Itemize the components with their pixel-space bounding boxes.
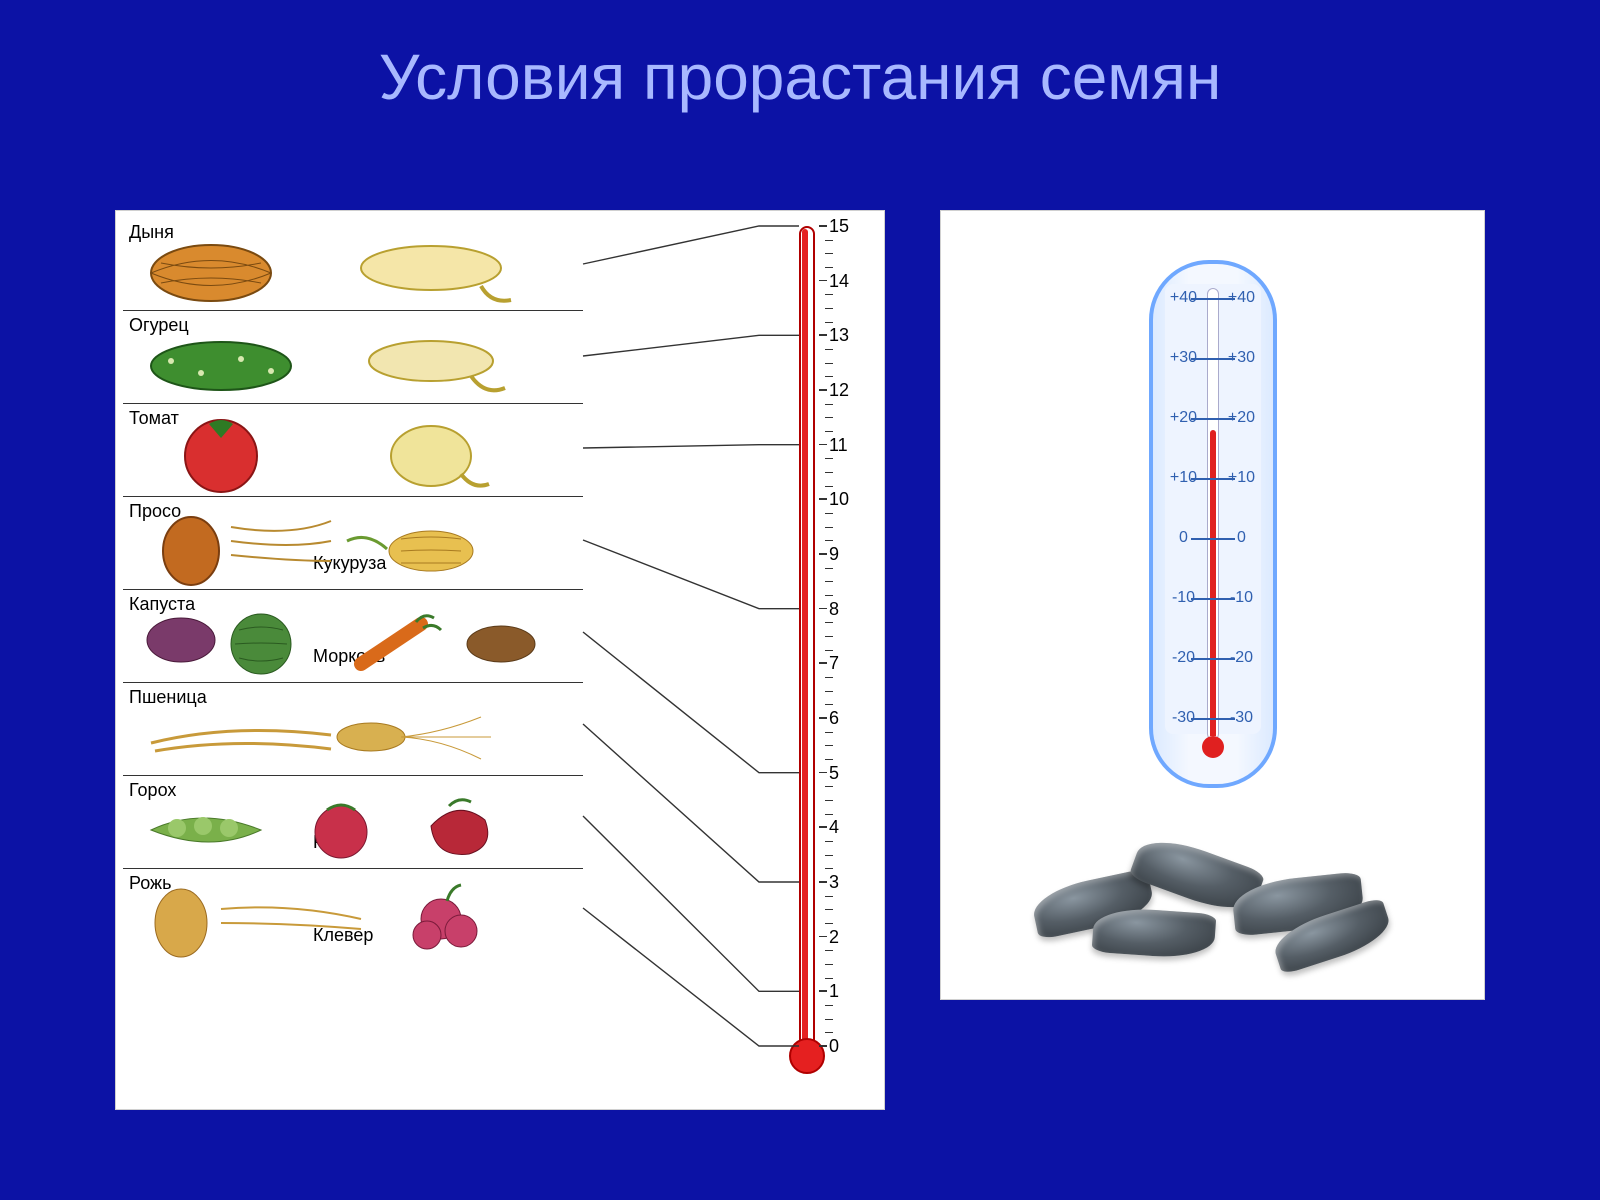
plant-illustration xyxy=(131,879,575,957)
plant-rows: ДыняОгурецТоматПросоКукурузаКапустаМорко… xyxy=(123,218,583,961)
scale-tick: 9 xyxy=(829,544,869,565)
plant-illustration xyxy=(131,786,575,864)
plant-row: ПросоКукуруза xyxy=(123,496,583,589)
slide: Условия прорастания семян ДыняОгурецТома… xyxy=(0,0,1600,1200)
scale-label-left: +10 xyxy=(1167,469,1201,487)
plant-illustration xyxy=(131,693,575,771)
plant-illustration xyxy=(131,600,575,678)
plant-illustration xyxy=(131,414,575,492)
plant-row: КапустаМорковь xyxy=(123,589,583,682)
scale-label-left: -20 xyxy=(1167,649,1201,667)
thermometer-bulb xyxy=(789,1038,825,1074)
plant-row: Дыня xyxy=(123,218,583,310)
sunflower-seeds xyxy=(1023,810,1403,960)
scale-label-right: -30 xyxy=(1225,709,1259,727)
scale-label-right: +20 xyxy=(1225,409,1259,427)
thermometer-left xyxy=(785,226,825,1096)
thermometer-mercury xyxy=(1210,430,1216,736)
plant-illustration xyxy=(131,321,575,399)
scale-tick: 11 xyxy=(829,435,869,456)
scale-label-right: +40 xyxy=(1225,289,1259,307)
plant-row: Томат xyxy=(123,403,583,496)
thermometer-mercury xyxy=(802,229,808,1045)
scale-tick: 8 xyxy=(829,599,869,620)
scale-tick: 5 xyxy=(829,763,869,784)
plant-row: Огурец xyxy=(123,310,583,403)
scale-label-right: +30 xyxy=(1225,349,1259,367)
plant-illustration xyxy=(131,507,575,585)
plant-row: ГорохРедис xyxy=(123,775,583,868)
scale-tick: 4 xyxy=(829,817,869,838)
germination-temperature-chart: ДыняОгурецТоматПросоКукурузаКапустаМорко… xyxy=(115,210,885,1110)
scale-tick: 13 xyxy=(829,325,869,346)
slide-title: Условия прорастания семян xyxy=(0,40,1600,114)
seed xyxy=(1091,906,1216,960)
scale-label-left: +40 xyxy=(1167,289,1201,307)
thermometer-right: +40 +40 +30 +30 +20 +20 +10 +10 0 0 -10 -10 -20 -20 -3… xyxy=(1149,260,1277,788)
plant-illustration xyxy=(131,228,575,306)
thermometer-bulb xyxy=(1202,736,1224,758)
scale-label-left: 0 xyxy=(1167,529,1201,547)
scale-label-right: -10 xyxy=(1225,589,1259,607)
scale-label-left: +30 xyxy=(1167,349,1201,367)
scale-label-left: -30 xyxy=(1167,709,1201,727)
plant-row: Пшеница xyxy=(123,682,583,775)
scale-tick: 10 xyxy=(829,489,869,510)
plant-row: РожьКлевер xyxy=(123,868,583,961)
thermometer-scale: 0123456789101112131415 xyxy=(829,226,869,1046)
scale-label-right: -20 xyxy=(1225,649,1259,667)
scale-tick: 14 xyxy=(829,271,869,292)
scale-tick: 12 xyxy=(829,380,869,401)
scale-tick: 1 xyxy=(829,981,869,1002)
scale-label-right: 0 xyxy=(1225,529,1259,547)
scale-tick: 3 xyxy=(829,872,869,893)
scale-tick: 15 xyxy=(829,216,869,237)
scale-tick: 6 xyxy=(829,708,869,729)
scale-label-right: +10 xyxy=(1225,469,1259,487)
scale-label-left: -10 xyxy=(1167,589,1201,607)
scale-tick: 2 xyxy=(829,927,869,948)
scale-label-left: +20 xyxy=(1167,409,1201,427)
scale-tick: 7 xyxy=(829,653,869,674)
scale-tick: 0 xyxy=(829,1036,869,1057)
thermometer-seeds-panel: +40 +40 +30 +30 +20 +20 +10 +10 0 0 -10 -10 -20 -20 -3… xyxy=(940,210,1485,1000)
